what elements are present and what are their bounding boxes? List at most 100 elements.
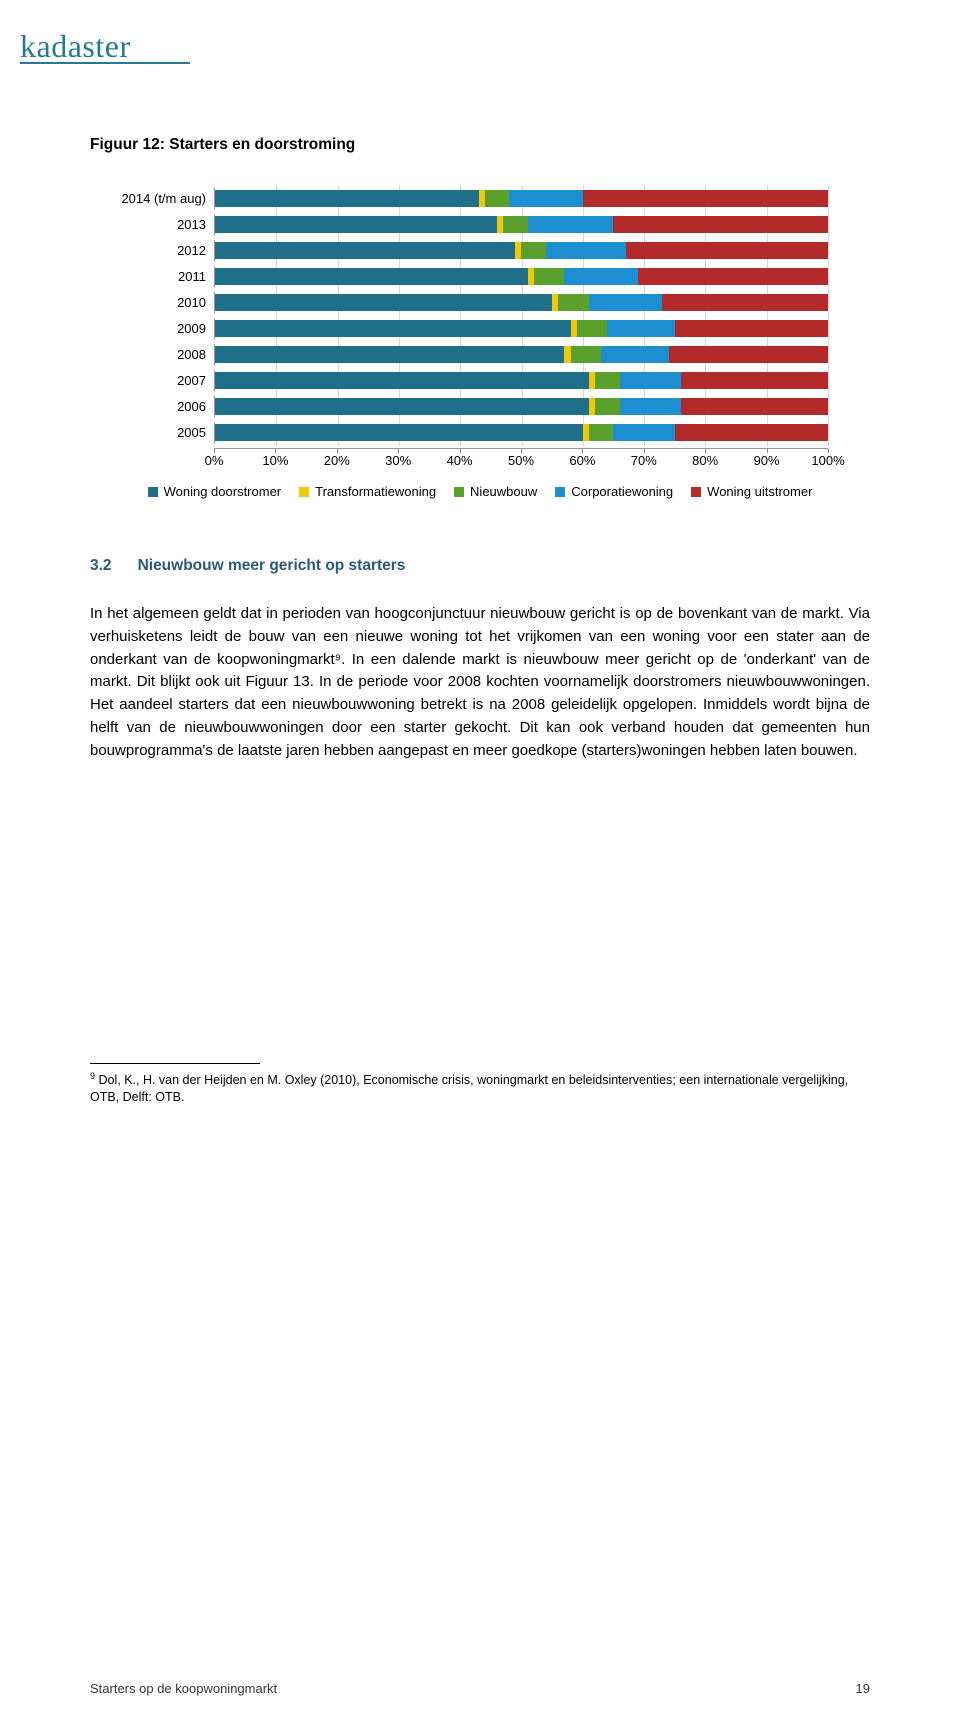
bar-segment	[669, 346, 828, 363]
page-footer: Starters op de koopwoningmarkt 19	[90, 1681, 870, 1696]
bar-segment	[601, 346, 668, 363]
x-axis-tick-label: 50%	[508, 453, 534, 468]
x-axis-tick-label: 70%	[631, 453, 657, 468]
bar-segment	[509, 190, 583, 207]
x-axis-tick-label: 20%	[324, 453, 350, 468]
bar-segment	[675, 320, 828, 337]
legend-swatch	[454, 487, 464, 497]
legend-swatch	[299, 487, 309, 497]
y-axis-label: 2007	[108, 373, 214, 388]
stacked-bar	[215, 216, 828, 233]
logo-text: kadaster	[20, 28, 131, 64]
y-axis-label: 2011	[108, 269, 214, 284]
bar-segment	[215, 424, 583, 441]
bar-segment	[595, 398, 620, 415]
bar-segment	[595, 372, 620, 389]
bar-segment	[503, 216, 528, 233]
bar-segment	[620, 398, 681, 415]
bar-segment	[215, 320, 571, 337]
bar-segment	[583, 190, 828, 207]
bar-segment	[571, 346, 602, 363]
chart-row: 2010	[108, 292, 828, 313]
y-axis-label: 2006	[108, 399, 214, 414]
bar-segment	[558, 294, 589, 311]
bar-segment	[613, 216, 828, 233]
chart-legend: Woning doorstromer Transformatiewoning Nie…	[120, 484, 840, 499]
bar-segment	[675, 424, 828, 441]
bar-segment	[546, 242, 626, 259]
bar-segment	[528, 216, 614, 233]
legend-swatch	[555, 487, 565, 497]
legend-item: Transformatiewoning	[299, 484, 436, 499]
plot-area	[214, 214, 828, 235]
bar-segment	[613, 424, 674, 441]
bar-segment	[638, 268, 828, 285]
bar-segment	[589, 294, 663, 311]
footnote-rule	[90, 1063, 260, 1064]
x-axis-tick-label: 40%	[447, 453, 473, 468]
chart-row: 2014 (t/m aug)	[108, 188, 828, 209]
stacked-bar	[215, 320, 828, 337]
figure-title: Figuur 12: Starters en doorstroming	[90, 136, 870, 154]
y-axis-label: 2005	[108, 425, 214, 440]
bar-segment	[215, 190, 479, 207]
chart-row: 2007	[108, 370, 828, 391]
footnote: 9 Dol, K., H. van der Heijden en M. Oxle…	[90, 1070, 870, 1107]
y-axis-label: 2014 (t/m aug)	[108, 191, 214, 206]
logo: kadaster	[20, 28, 131, 65]
plot-area	[214, 292, 828, 313]
bar-segment	[626, 242, 828, 259]
bar-segment	[681, 372, 828, 389]
plot-area	[214, 396, 828, 417]
y-axis-label: 2008	[108, 347, 214, 362]
bar-segment	[215, 242, 515, 259]
plot-area	[214, 422, 828, 443]
plot-area	[214, 266, 828, 287]
bar-segment	[564, 268, 638, 285]
footer-left: Starters op de koopwoningmarkt	[90, 1681, 277, 1696]
bar-segment	[521, 242, 546, 259]
stacked-bar	[215, 398, 828, 415]
legend-label: Woning uitstromer	[707, 484, 812, 499]
bar-segment	[215, 346, 564, 363]
bar-segment	[215, 372, 589, 389]
bar-segment	[662, 294, 828, 311]
stacked-bar	[215, 372, 828, 389]
stacked-bar	[215, 242, 828, 259]
legend-label: Corporatiewoning	[571, 484, 673, 499]
x-axis: 0%10%20%30%40%50%60%70%80%90%100%	[214, 448, 828, 470]
x-axis-tick-label: 90%	[754, 453, 780, 468]
bar-segment	[620, 372, 681, 389]
y-axis-label: 2009	[108, 321, 214, 336]
x-axis-tick-label: 60%	[569, 453, 595, 468]
footnote-text: Dol, K., H. van der Heijden en M. Oxley …	[90, 1073, 848, 1105]
x-axis-tick-label: 10%	[262, 453, 288, 468]
chart-row: 2009	[108, 318, 828, 339]
chart-row: 2012	[108, 240, 828, 261]
bar-segment	[485, 190, 510, 207]
x-axis-tick-label: 30%	[385, 453, 411, 468]
section-number: 3.2	[90, 557, 112, 575]
plot-area	[214, 318, 828, 339]
legend-item: Nieuwbouw	[454, 484, 537, 499]
legend-item: Woning doorstromer	[148, 484, 282, 499]
bar-segment	[589, 424, 614, 441]
body-paragraph: In het algemeen geldt dat in perioden va…	[90, 603, 870, 763]
bar-segment	[534, 268, 565, 285]
stacked-bar	[215, 346, 828, 363]
x-axis-tick-label: 0%	[205, 453, 224, 468]
stacked-bar	[215, 190, 828, 207]
plot-area	[214, 370, 828, 391]
footer-right: 19	[856, 1681, 870, 1696]
chart-row: 2013	[108, 214, 828, 235]
logo-underline	[20, 62, 190, 64]
y-axis-label: 2013	[108, 217, 214, 232]
legend-label: Transformatiewoning	[315, 484, 436, 499]
y-axis-label: 2010	[108, 295, 214, 310]
y-axis-label: 2012	[108, 243, 214, 258]
stacked-bar	[215, 268, 828, 285]
plot-area	[214, 344, 828, 365]
bar-segment	[215, 216, 497, 233]
legend-label: Woning doorstromer	[164, 484, 282, 499]
legend-swatch	[148, 487, 158, 497]
